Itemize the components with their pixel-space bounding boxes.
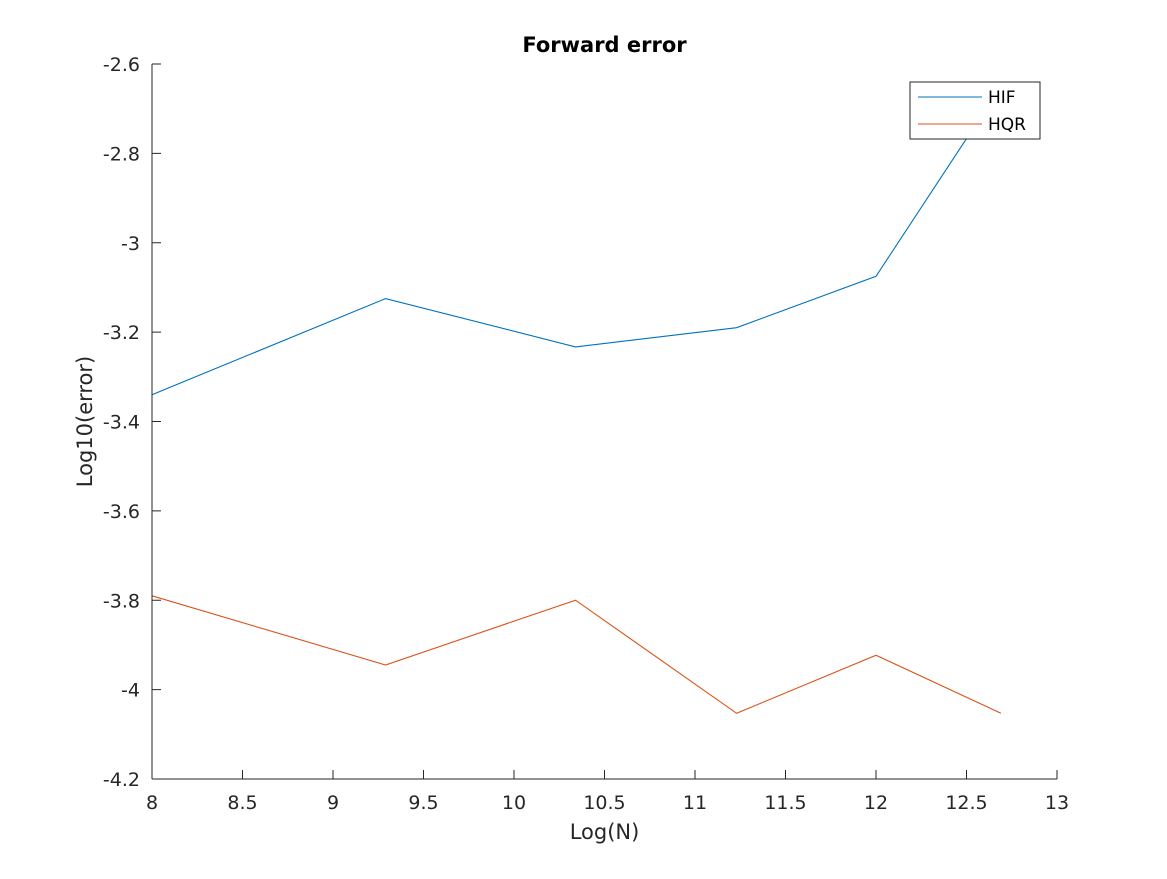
x-tick-label: 10.5 [583,792,625,814]
y-tick-label: -4 [121,680,140,702]
x-tick-label: 12.5 [945,792,987,814]
y-tick-label: -2.8 [103,143,140,165]
y-tick-label: -3.4 [103,412,140,434]
x-tick-label: 12 [864,792,888,814]
x-tick-label: 13 [1045,792,1069,814]
x-tick-label: 8.5 [227,792,257,814]
x-axis-title: Log(N) [570,820,640,844]
y-tick-label: -3.8 [103,590,140,612]
x-tick-label: 8 [146,792,158,814]
y-tick-label: -3.2 [103,322,140,344]
chart-title: Forward error [522,33,687,57]
x-tick-label: 9 [327,792,339,814]
x-tick-label: 10 [502,792,526,814]
y-tick-label: -4.2 [103,769,140,791]
legend-label-hqr: HQR [988,115,1026,135]
x-tick-label: 9.5 [408,792,438,814]
legend-label-hif: HIF [988,88,1016,108]
x-tick-label: 11.5 [764,792,806,814]
y-tick-label: -2.6 [103,54,140,76]
x-tick-label: 11 [683,792,707,814]
plot-area [152,64,1057,779]
y-tick-label: -3 [121,233,140,255]
y-tick-label: -3.6 [103,501,140,523]
legend: HIF HQR [910,82,1040,139]
y-axis-title: Log10(error) [73,356,97,487]
